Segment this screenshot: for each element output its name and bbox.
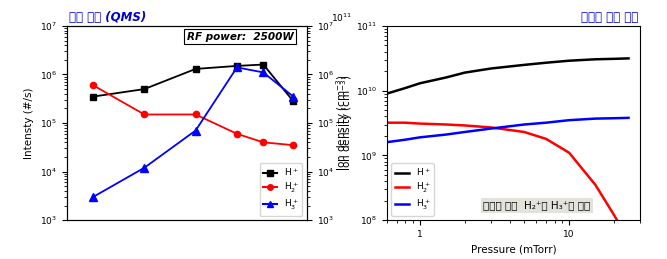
X-axis label: Pressure (mTorr): Pressure (mTorr) (471, 244, 556, 254)
Legend: H$^+$, H$_2^+$, H$_3^+$: H$^+$, H$_2^+$, H$_3^+$ (259, 163, 302, 216)
Text: 실험 결과 (QMS): 실험 결과 (QMS) (69, 11, 146, 24)
Text: 압력에 대한  H₂⁺과 H₃⁺의 교차: 압력에 대한 H₂⁺과 H₃⁺의 교차 (483, 200, 590, 210)
Y-axis label: Intensty (#/s): Intensty (#/s) (24, 87, 34, 159)
Text: 10$^{11}$: 10$^{11}$ (331, 12, 352, 24)
Legend: H$^+$, H$_2^+$, H$_3^+$: H$^+$, H$_2^+$, H$_3^+$ (392, 163, 434, 216)
Text: 글로벌 모델 결과: 글로벌 모델 결과 (580, 11, 638, 24)
Text: RF power:  2500W: RF power: 2500W (187, 32, 293, 42)
Y-axis label: Ion density (cm$^{-3}$): Ion density (cm$^{-3}$) (335, 75, 350, 171)
Y-axis label: Ion density (cm$^{-3}$): Ion density (cm$^{-3}$) (340, 75, 355, 171)
